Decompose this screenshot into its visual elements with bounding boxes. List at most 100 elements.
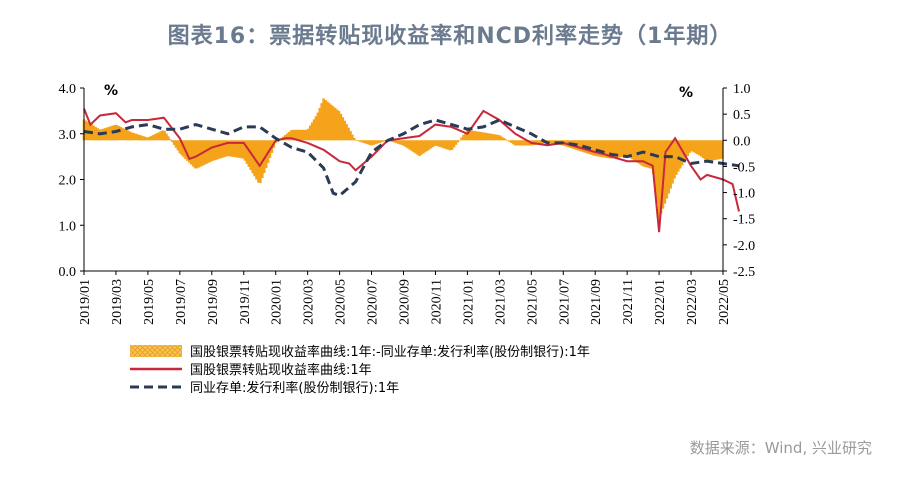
spread-bar xyxy=(297,129,301,141)
spread-bar xyxy=(151,135,155,141)
right-tick-label: -2.0 xyxy=(733,239,755,254)
spread-bar xyxy=(523,140,527,146)
spread-bar xyxy=(521,140,525,146)
spread-bar xyxy=(617,140,621,158)
spread-bar xyxy=(629,140,632,159)
spread-bar xyxy=(147,137,151,141)
spread-bar xyxy=(220,140,224,158)
spread-bar xyxy=(377,140,381,144)
spread-bar xyxy=(492,134,496,141)
spread-bar xyxy=(237,140,241,158)
spread-bar xyxy=(397,140,400,144)
spread-bar xyxy=(527,140,531,146)
spread-bar xyxy=(159,131,162,141)
spread-bar xyxy=(517,140,521,146)
x-tick-label: 2021/01 xyxy=(461,279,476,325)
spread-bar xyxy=(512,140,515,145)
x-tick-label: 2021/07 xyxy=(557,279,572,325)
spread-bar xyxy=(676,140,680,172)
left-tick-label: 1.0 xyxy=(59,219,77,234)
spread-bar xyxy=(379,140,383,143)
spread-bar xyxy=(316,112,320,141)
spread-bar xyxy=(243,140,247,161)
spread-bar xyxy=(690,140,693,152)
spread-bar xyxy=(698,140,701,156)
spread-bar xyxy=(425,140,429,151)
series-line-discount-yield xyxy=(83,108,740,233)
spread-bar xyxy=(494,134,498,141)
spread-bar xyxy=(404,140,408,148)
spread-bar xyxy=(655,140,659,204)
spread-bar xyxy=(180,140,184,156)
spread-bar xyxy=(234,140,237,158)
spread-bar xyxy=(130,132,134,141)
spread-bar xyxy=(331,106,335,141)
spread-bar xyxy=(322,98,325,141)
spread-bar xyxy=(709,140,713,161)
spread-bar xyxy=(295,129,299,141)
spread-bar xyxy=(625,140,628,157)
spread-bar xyxy=(186,140,189,161)
spread-bar xyxy=(393,140,396,143)
spread-bar xyxy=(491,133,494,141)
spread-bar xyxy=(515,140,519,146)
spread-bar xyxy=(366,140,370,145)
spread-bar xyxy=(259,140,262,184)
spread-bar xyxy=(552,140,555,144)
spread-bar xyxy=(119,126,122,141)
spread-bar xyxy=(707,140,711,161)
x-tick-label: 2021/11 xyxy=(621,279,636,324)
spread-bar xyxy=(247,140,251,167)
spread-bar xyxy=(420,140,423,155)
left-axis-unit: % xyxy=(104,83,118,99)
spread-bar xyxy=(701,140,705,159)
spread-bar xyxy=(358,140,362,142)
spread-bar xyxy=(525,140,529,146)
spread-bar xyxy=(314,116,318,141)
spread-bar xyxy=(538,140,542,145)
spread-bar xyxy=(239,140,243,159)
chart-title: 图表16：票据转贴现收益率和NCD利率走势（1年期） xyxy=(167,24,733,49)
spread-bar xyxy=(306,128,310,141)
spread-bar xyxy=(644,140,647,168)
spread-bar xyxy=(508,140,511,142)
spread-bar xyxy=(705,140,709,162)
x-tick-label: 2019/03 xyxy=(110,279,125,325)
spread-bar xyxy=(136,134,139,141)
spread-bar xyxy=(688,140,692,153)
spread-bar xyxy=(236,140,239,158)
spread-bar xyxy=(117,125,120,141)
spread-bar xyxy=(479,132,483,141)
spread-bar xyxy=(423,140,427,153)
x-tick-label: 2019/05 xyxy=(142,279,157,325)
spread-bar xyxy=(301,129,304,141)
spread-bar xyxy=(163,130,166,141)
spread-bar xyxy=(260,140,264,179)
spread-bar xyxy=(339,113,343,141)
spread-bar xyxy=(431,140,435,148)
spread-bar xyxy=(305,129,308,141)
spread-bar xyxy=(155,133,159,141)
spread-bar xyxy=(711,140,715,161)
spread-bar xyxy=(412,140,416,153)
spread-bar xyxy=(550,140,554,144)
spread-bar xyxy=(652,140,655,175)
spread-bar xyxy=(464,132,467,141)
spread-bar xyxy=(132,133,136,141)
spread-bar xyxy=(191,140,195,167)
spread-bar xyxy=(594,140,598,157)
spread-bar xyxy=(621,140,624,157)
spread-bar xyxy=(193,140,197,169)
spread-bar xyxy=(232,140,235,157)
spread-bar xyxy=(293,129,297,141)
spread-bar xyxy=(356,140,360,142)
spread-bar xyxy=(489,133,492,141)
spread-bar xyxy=(500,136,504,141)
spread-bar xyxy=(422,140,425,154)
spread-bar xyxy=(609,140,613,159)
spread-bar xyxy=(498,135,502,141)
spread-bar xyxy=(337,111,341,141)
legend-label: 同业存单:发行利率(股份制银行):1年 xyxy=(190,380,399,396)
spread-bar xyxy=(606,140,609,158)
